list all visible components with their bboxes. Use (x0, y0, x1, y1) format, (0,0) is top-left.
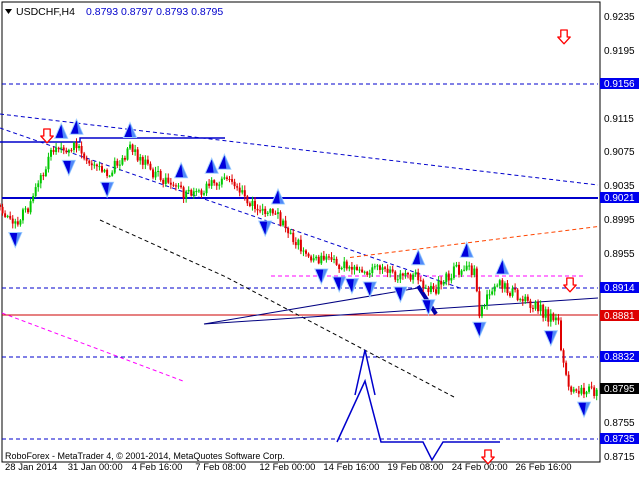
svg-text:0.9075: 0.9075 (604, 147, 635, 158)
svg-text:0.9195: 0.9195 (604, 46, 635, 57)
svg-text:31 Jan 00:00: 31 Jan 00:00 (68, 462, 123, 473)
svg-text:RoboForex - MetaTrader 4, © 20: RoboForex - MetaTrader 4, © 2001-2014, M… (5, 451, 285, 461)
svg-text:12 Feb 00:00: 12 Feb 00:00 (259, 462, 315, 473)
svg-text:0.9115: 0.9115 (604, 114, 634, 125)
svg-text:0.8735: 0.8735 (604, 434, 635, 445)
svg-text:19 Feb 08:00: 19 Feb 08:00 (387, 462, 443, 473)
svg-text:28 Jan 2014: 28 Jan 2014 (5, 462, 57, 473)
svg-text:0.8995: 0.8995 (604, 215, 635, 226)
svg-text:14 Feb 16:00: 14 Feb 16:00 (323, 462, 379, 473)
svg-text:7 Feb 08:00: 7 Feb 08:00 (195, 462, 246, 473)
svg-text:0.8881: 0.8881 (604, 311, 635, 322)
svg-text:0.8795: 0.8795 (604, 384, 635, 395)
svg-text:0.9035: 0.9035 (604, 181, 635, 192)
svg-text:0.8715: 0.8715 (604, 452, 635, 463)
svg-text:0.8793 0.8797 0.8793 0.8795: 0.8793 0.8797 0.8793 0.8795 (86, 6, 223, 18)
svg-text:0.9021: 0.9021 (604, 193, 635, 204)
svg-text:0.9156: 0.9156 (604, 79, 635, 90)
svg-text:24 Feb 00:00: 24 Feb 00:00 (452, 462, 508, 473)
svg-text:0.8832: 0.8832 (604, 352, 635, 363)
svg-text:0.9235: 0.9235 (604, 12, 635, 23)
svg-text:0.8755: 0.8755 (604, 418, 635, 429)
svg-text:0.8914: 0.8914 (604, 283, 635, 294)
svg-text:4 Feb 16:00: 4 Feb 16:00 (132, 462, 183, 473)
svg-text:26 Feb 16:00: 26 Feb 16:00 (516, 462, 572, 473)
svg-text:USDCHF,H4: USDCHF,H4 (16, 6, 75, 18)
svg-text:0.8955: 0.8955 (604, 249, 635, 260)
